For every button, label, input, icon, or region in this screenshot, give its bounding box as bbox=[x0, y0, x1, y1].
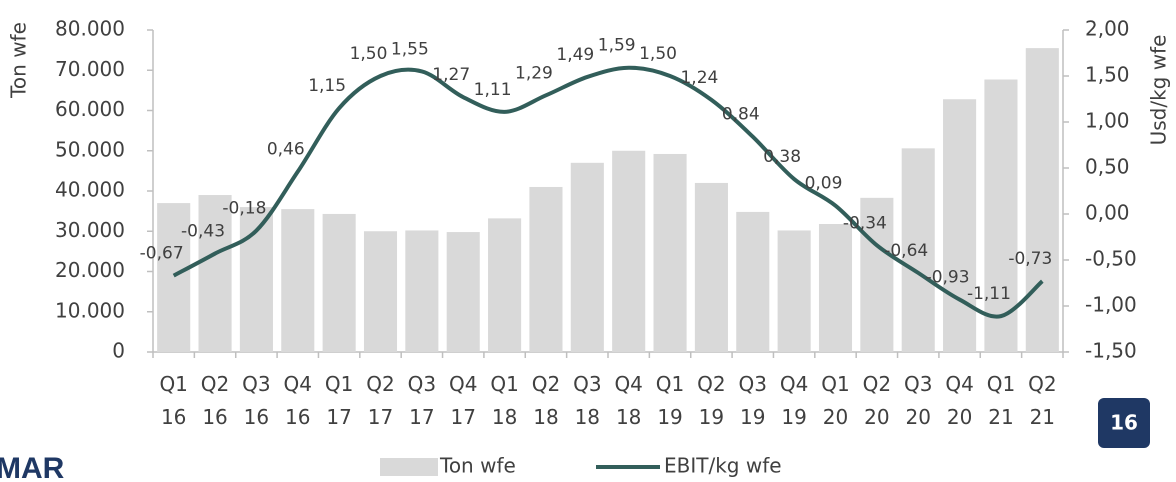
x-tick-label: Q1 19 bbox=[656, 372, 684, 429]
y2-tick-label: -1,00 bbox=[1085, 293, 1137, 317]
data-label: 1,15 bbox=[308, 76, 346, 96]
bar bbox=[529, 186, 563, 352]
data-label: 1,50 bbox=[350, 44, 388, 64]
bar bbox=[860, 197, 894, 352]
x-tick-label: Q1 16 bbox=[159, 372, 187, 429]
bar bbox=[322, 213, 356, 352]
y2-tick-label: 1,00 bbox=[1085, 109, 1130, 133]
data-label: -0,64 bbox=[884, 241, 928, 261]
bar bbox=[570, 162, 604, 352]
bar bbox=[984, 79, 1018, 352]
bar bbox=[363, 231, 398, 352]
y-axis-label: Ton wfe bbox=[7, 22, 31, 99]
bar bbox=[157, 203, 191, 352]
y2-tick-label: 0,50 bbox=[1085, 155, 1130, 179]
y2-tick-label: 0,00 bbox=[1085, 201, 1130, 225]
y2-tick-label: 2,00 bbox=[1085, 17, 1130, 41]
x-tick-label: Q3 20 bbox=[904, 372, 932, 429]
x-tick-label: Q1 17 bbox=[325, 372, 353, 429]
bar bbox=[446, 232, 480, 352]
logo: MAR bbox=[0, 452, 65, 482]
x-tick-label: Q4 17 bbox=[449, 372, 477, 429]
y-tick-label: 30.000 bbox=[55, 218, 125, 242]
data-label: 1,11 bbox=[474, 80, 512, 100]
x-tick-label: Q1 21 bbox=[987, 372, 1015, 429]
x-tick-label: Q2 17 bbox=[366, 372, 394, 429]
page-number: 16 bbox=[1110, 411, 1138, 435]
y2-axis-label: Usd/kg wfe bbox=[1147, 35, 1171, 146]
data-label: -1,11 bbox=[967, 284, 1011, 304]
bar bbox=[653, 153, 687, 352]
x-tick-label: Q3 18 bbox=[573, 372, 601, 429]
bar bbox=[612, 150, 646, 352]
bar bbox=[694, 182, 728, 352]
x-tick-label: Q4 19 bbox=[780, 372, 808, 429]
data-label: 1,59 bbox=[598, 36, 636, 56]
x-tick-label: Q1 20 bbox=[821, 372, 849, 429]
x-tick-label: Q3 16 bbox=[242, 372, 270, 429]
bar bbox=[901, 148, 935, 352]
y-tick-label: 50.000 bbox=[55, 137, 125, 161]
y-tick-label: 0 bbox=[112, 339, 125, 363]
x-tick-label: Q4 16 bbox=[284, 372, 312, 429]
bar bbox=[281, 209, 315, 352]
data-label: 1,50 bbox=[639, 44, 677, 64]
data-label: 0,38 bbox=[763, 147, 801, 167]
x-tick-label: Q2 19 bbox=[697, 372, 725, 429]
x-tick-label: Q2 20 bbox=[863, 372, 891, 429]
y2-tick-label: 1,50 bbox=[1085, 63, 1130, 87]
data-label: 1,49 bbox=[556, 45, 594, 65]
data-label: 0,84 bbox=[722, 105, 760, 125]
bar bbox=[736, 211, 770, 352]
x-tick-label: Q2 16 bbox=[201, 372, 229, 429]
bar bbox=[405, 230, 439, 352]
data-label: -0,18 bbox=[222, 199, 266, 219]
data-label: 1,27 bbox=[432, 65, 470, 85]
y-tick-label: 70.000 bbox=[55, 57, 125, 81]
y-tick-label: 10.000 bbox=[55, 298, 125, 322]
y-tick-label: 80.000 bbox=[55, 17, 125, 41]
y-tick-label: 40.000 bbox=[55, 178, 125, 202]
y2-tick-label: -0,50 bbox=[1085, 247, 1137, 271]
x-tick-label: Q3 19 bbox=[739, 372, 767, 429]
page-badge bbox=[1098, 398, 1150, 448]
data-label: -0,67 bbox=[140, 244, 184, 264]
legend-swatch bbox=[380, 458, 438, 476]
x-tick-label: Q2 18 bbox=[532, 372, 560, 429]
legend-label: EBIT/kg wfe bbox=[664, 454, 782, 478]
data-label: -0,73 bbox=[1008, 249, 1052, 269]
data-label: 1,55 bbox=[391, 39, 429, 59]
bar bbox=[198, 195, 232, 352]
bar bbox=[1025, 48, 1059, 353]
bar bbox=[818, 224, 853, 352]
legend-label: Ton wfe bbox=[439, 454, 516, 478]
data-label: -0,34 bbox=[843, 213, 887, 233]
bar bbox=[943, 99, 977, 352]
x-tick-label: Q1 18 bbox=[490, 372, 518, 429]
data-label: 0,09 bbox=[805, 174, 843, 194]
data-label: 1,24 bbox=[680, 68, 718, 88]
x-tick-label: Q4 20 bbox=[945, 372, 973, 429]
y-tick-label: 20.000 bbox=[55, 258, 125, 282]
line bbox=[172, 65, 1044, 319]
y-tick-label: 60.000 bbox=[55, 97, 125, 121]
bar bbox=[777, 230, 811, 352]
x-tick-label: Q4 18 bbox=[614, 372, 642, 429]
bar bbox=[488, 218, 522, 352]
x-tick-label: Q2 21 bbox=[1028, 372, 1056, 429]
x-tick-label: Q3 17 bbox=[408, 372, 436, 429]
data-label: 0,46 bbox=[267, 140, 305, 160]
data-label: -0,93 bbox=[926, 268, 970, 288]
data-label: 1,29 bbox=[515, 63, 553, 83]
data-label: -0,43 bbox=[181, 222, 225, 242]
y2-tick-label: -1,50 bbox=[1085, 339, 1137, 363]
